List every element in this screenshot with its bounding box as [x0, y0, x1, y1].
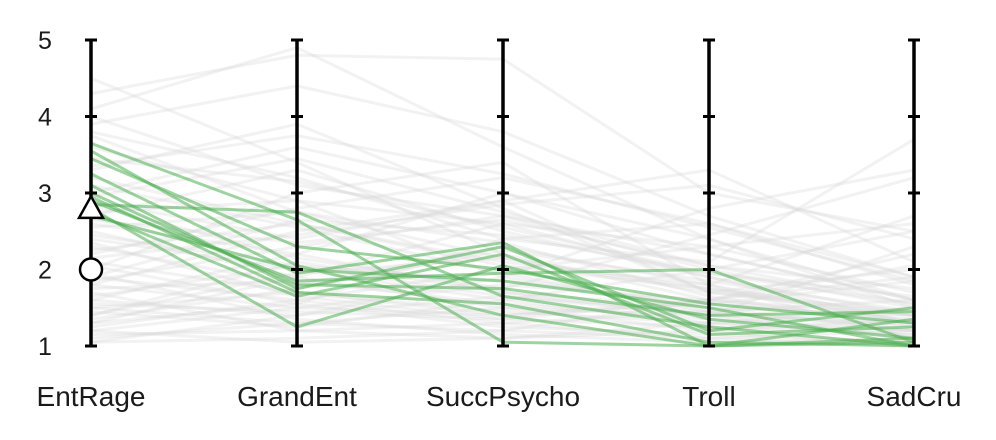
- axis-labels-group: EntRage GrandEnt SuccPsycho Troll SadCru: [37, 381, 962, 412]
- axis-label-entrage: EntRage: [37, 381, 146, 412]
- y-tick-label-1: 1: [38, 333, 52, 361]
- circle-marker: [78, 257, 104, 282]
- axis-succpsycho: [497, 38, 509, 348]
- markers-group: [76, 193, 106, 282]
- y-tick-labels-group: 1 2 3 4 5: [38, 27, 52, 361]
- axis-sadcru: [908, 38, 920, 348]
- axis-label-grandent: GrandEnt: [237, 381, 357, 412]
- y-tick-label-5: 5: [38, 27, 52, 55]
- triangle-marker: [76, 193, 106, 220]
- axis-label-troll: Troll: [682, 381, 735, 412]
- axis-label-succpsycho: SuccPsycho: [426, 381, 580, 412]
- axis-grandent: [291, 38, 303, 348]
- y-tick-label-2: 2: [38, 257, 52, 285]
- y-tick-label-3: 3: [38, 180, 52, 208]
- axis-troll: [703, 38, 715, 348]
- y-tick-label-4: 4: [38, 104, 52, 132]
- axis-label-sadcru: SadCru: [867, 381, 962, 412]
